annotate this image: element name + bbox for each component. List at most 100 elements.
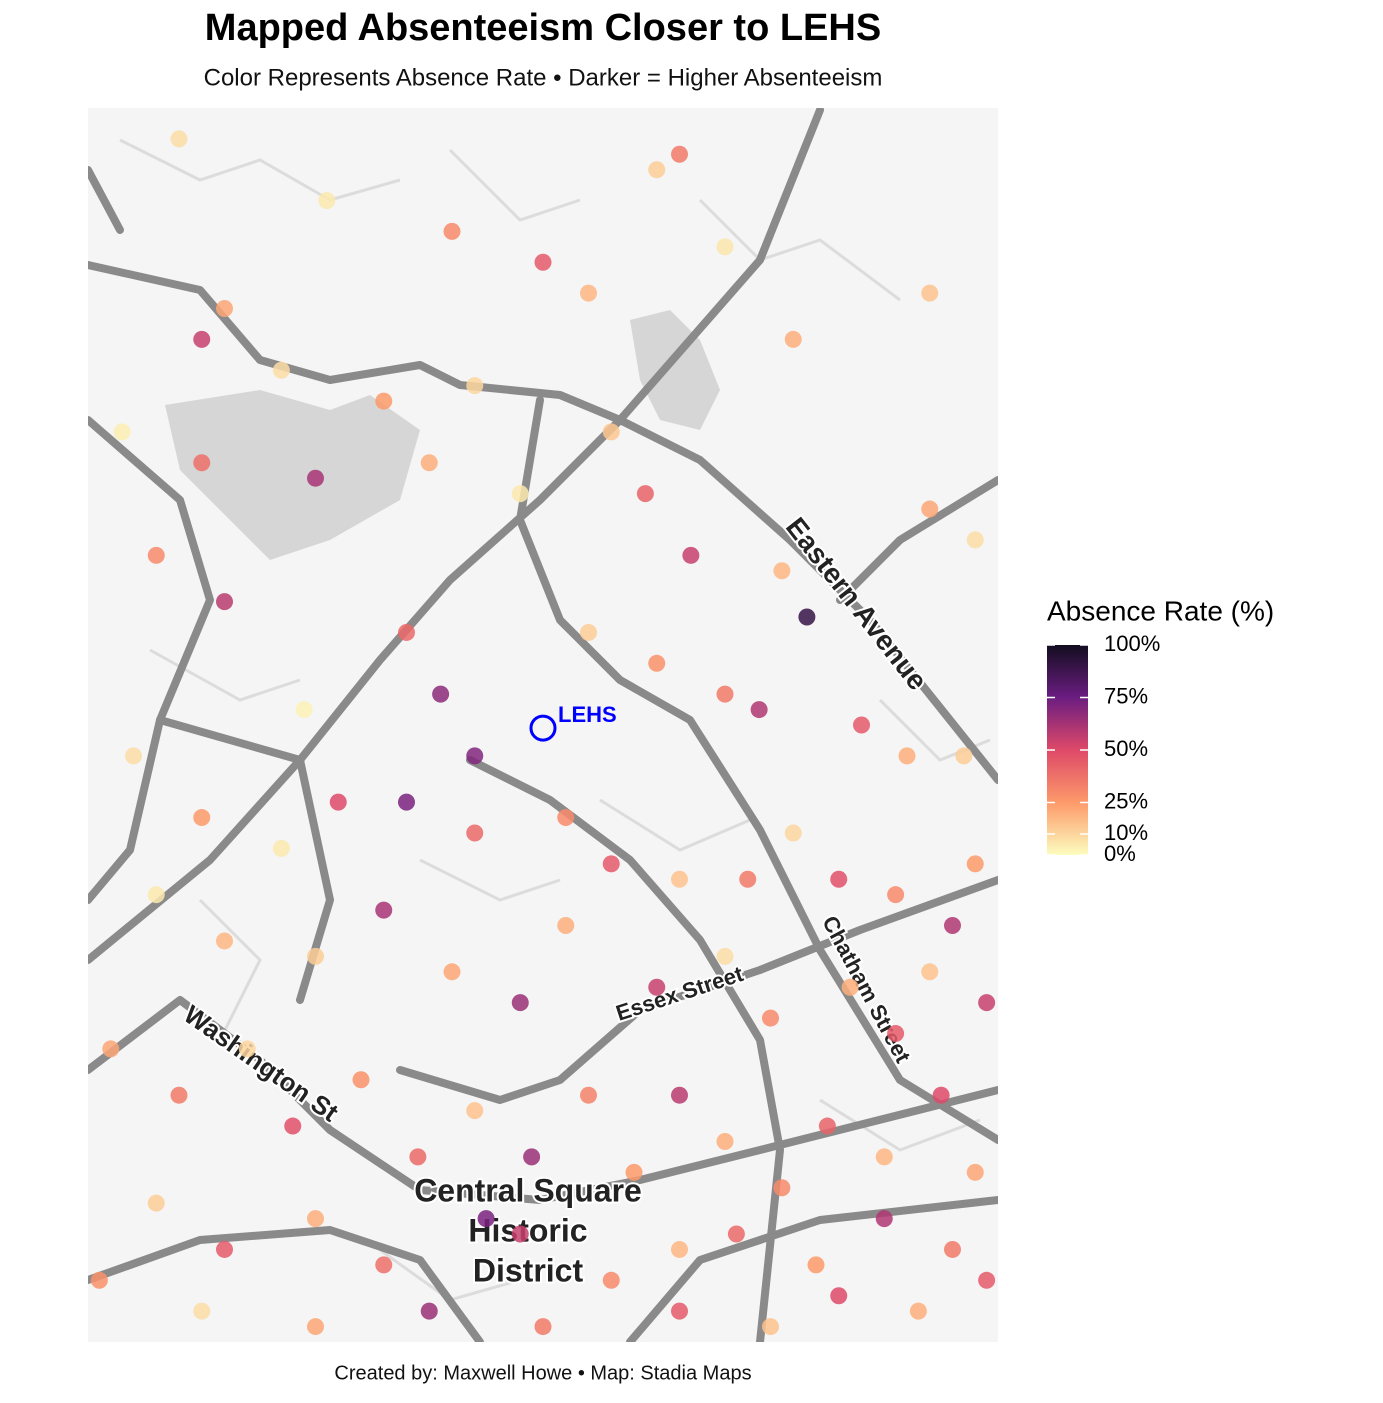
absence-point (511, 485, 529, 503)
absence-point (147, 546, 165, 564)
legend-tick-label: 0% (1104, 841, 1136, 866)
absence-point (443, 222, 461, 240)
absence-point (466, 747, 484, 765)
legend-tick-label: 25% (1104, 788, 1148, 813)
chart-title: Mapped Absenteeism Closer to LEHS (205, 7, 881, 49)
absence-point (272, 839, 290, 857)
legend-tick-label: 10% (1104, 820, 1148, 845)
absence-point (955, 747, 973, 765)
absence-point (580, 623, 597, 641)
absence-point (887, 886, 905, 904)
absence-point (557, 917, 575, 935)
absence-point (762, 1318, 779, 1336)
legend-tick-label: 50% (1104, 736, 1148, 761)
absence-point (682, 546, 700, 564)
absence-point (966, 855, 984, 873)
absence-point (216, 593, 233, 611)
absence-point (921, 284, 939, 302)
absence-point (466, 377, 484, 395)
absence-point (602, 423, 620, 441)
absence-point (125, 747, 142, 765)
legend-title: Absence Rate (%) (1047, 595, 1274, 626)
absence-point (716, 947, 734, 965)
absence-point (329, 793, 347, 811)
absence-point (648, 654, 666, 672)
absence-point (966, 531, 984, 549)
absence-point (932, 1086, 950, 1104)
absence-point (671, 145, 688, 163)
absence-point (420, 454, 438, 472)
absence-point (921, 963, 939, 981)
absence-point (602, 1271, 620, 1289)
points-layer: LEHS (90, 130, 996, 1336)
absence-point (534, 1318, 552, 1336)
absence-point (716, 685, 734, 703)
absence-point (830, 1287, 848, 1305)
absence-point (773, 562, 791, 580)
absence-point (671, 1240, 688, 1258)
absence-point (750, 701, 768, 719)
absence-point (671, 1086, 688, 1104)
absence-point (762, 1009, 779, 1027)
absence-point (318, 192, 336, 210)
absence-point (716, 238, 734, 256)
absence-point (398, 623, 415, 641)
absence-point (625, 1163, 643, 1181)
absence-point (295, 701, 313, 719)
absence-point (216, 300, 233, 318)
absence-point (523, 1148, 541, 1166)
absence-point (875, 1148, 893, 1166)
absence-point (409, 1148, 427, 1166)
absence-point (216, 1240, 233, 1258)
legend-tick-label: 100% (1104, 631, 1160, 656)
map-label: Central Square (414, 1172, 642, 1208)
absence-point (739, 870, 757, 888)
absence-point (193, 454, 211, 472)
absence-point (193, 1302, 211, 1320)
absence-point (648, 161, 666, 179)
absence-point (102, 1040, 120, 1058)
absence-point (534, 253, 552, 271)
absence-point (602, 855, 620, 873)
absence-point (511, 994, 529, 1012)
absence-point (113, 423, 131, 441)
absence-point (193, 330, 211, 348)
absence-point (966, 1163, 984, 1181)
absence-point (375, 901, 393, 919)
absence-point (909, 1302, 927, 1320)
absence-point (807, 1256, 825, 1274)
absence-point (443, 963, 461, 981)
basemap: Eastern Avenue Washington St Central Squ… (88, 108, 998, 1342)
map-label: District (473, 1252, 584, 1288)
absence-point (671, 870, 688, 888)
absence-point (944, 1240, 961, 1258)
absence-point (978, 994, 996, 1012)
absence-point (944, 917, 961, 935)
absence-point (238, 1040, 256, 1058)
absence-point (716, 1132, 734, 1150)
absence-point (898, 747, 916, 765)
absence-point (193, 809, 211, 827)
absence-point (921, 500, 939, 518)
absence-point (466, 824, 484, 842)
absence-point (375, 392, 393, 410)
absence-point (841, 978, 859, 996)
legend-ticks: 100% 75% 50% 25% 10%0% (1047, 631, 1160, 866)
absence-point (557, 809, 575, 827)
absence-point (398, 793, 415, 811)
absence-point (887, 1025, 905, 1042)
absence-point (147, 1194, 165, 1212)
absence-point (352, 1071, 370, 1089)
legend-tick-label: 75% (1104, 683, 1148, 708)
absence-point (511, 1225, 529, 1243)
absence-point (818, 1117, 836, 1135)
absence-point (853, 716, 870, 734)
absence-point (648, 978, 666, 996)
absence-point (420, 1302, 438, 1320)
absence-point (216, 932, 233, 950)
absence-point (671, 1302, 688, 1320)
caption: Created by: Maxwell Howe • Map: Stadia M… (334, 1362, 751, 1384)
absence-point (830, 870, 848, 888)
absence-point (432, 685, 450, 703)
